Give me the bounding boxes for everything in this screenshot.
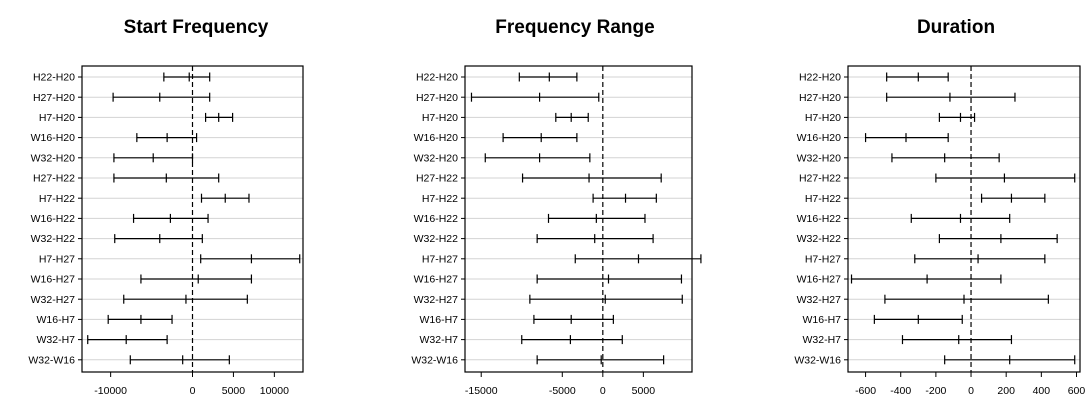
y-tick-label: H22-H20 <box>416 72 458 84</box>
y-tick-label: H27-H20 <box>799 92 841 104</box>
x-tick-label: -400 <box>890 385 911 397</box>
y-tick-label: H7-H22 <box>805 193 841 205</box>
y-tick-label: H7-H22 <box>39 193 75 205</box>
y-tick-label: W16-H20 <box>31 132 76 144</box>
y-tick-label: W16-H7 <box>36 314 75 326</box>
y-tick-label: W32-H27 <box>414 294 459 306</box>
x-tick-label: 0 <box>600 385 606 397</box>
y-tick-label: H27-H20 <box>33 92 75 104</box>
plot-frame <box>81 65 304 373</box>
y-tick-label: H7-H27 <box>805 253 841 265</box>
y-tick-label: H7-H27 <box>422 253 458 265</box>
y-tick-label: W16-H22 <box>797 213 842 225</box>
y-tick-label: W32-H7 <box>419 334 458 346</box>
y-tick-label: W32-H7 <box>36 334 75 346</box>
x-tick-label: 10000 <box>260 385 289 397</box>
y-tick-label: H27-H20 <box>416 92 458 104</box>
y-tick-label: W32-H22 <box>414 233 459 245</box>
plot-frame <box>847 65 1081 373</box>
y-tick-label: W32-H20 <box>797 152 842 164</box>
chart-panel-3: Duration H22-H20 H27-H20 H7-H20 W16-H20 W32-H… <box>794 17 1085 397</box>
y-tick-label: W16-H20 <box>797 132 842 144</box>
y-tick-label: W16-H27 <box>31 274 76 286</box>
y-tick-label: W16-H7 <box>802 314 841 326</box>
panel-title: Duration <box>917 17 995 38</box>
y-tick-label: W32-H27 <box>797 294 842 306</box>
plot-frame <box>464 65 693 373</box>
x-tick-label: 400 <box>1033 385 1051 397</box>
x-tick-label: 0 <box>190 385 196 397</box>
y-tick-label: H7-H22 <box>422 193 458 205</box>
y-tick-label: H7-H20 <box>805 112 841 124</box>
y-tick-label: W32-H22 <box>31 233 76 245</box>
y-tick-label: H27-H22 <box>416 173 458 185</box>
y-tick-label: H22-H20 <box>799 72 841 84</box>
x-tick-label: -600 <box>855 385 876 397</box>
y-tick-label: H7-H20 <box>39 112 75 124</box>
y-tick-label: H27-H22 <box>799 173 841 185</box>
y-tick-label: W32-H27 <box>31 294 76 306</box>
chart-panel-2: Frequency Range H22-H20 H27-H20 H7-H20 W16-H… <box>411 17 702 397</box>
y-tick-label: W16-H27 <box>797 274 842 286</box>
y-tick-label: W16-H20 <box>414 132 459 144</box>
x-tick-label: -5000 <box>549 385 576 397</box>
x-tick-label: -15000 <box>465 385 498 397</box>
y-tick-label: W32-H20 <box>414 152 459 164</box>
y-tick-label: W32-W16 <box>794 354 841 366</box>
y-tick-label: W32-W16 <box>411 354 458 366</box>
x-tick-label: 600 <box>1068 385 1086 397</box>
x-tick-label: 200 <box>997 385 1015 397</box>
y-tick-label: W32-H7 <box>802 334 841 346</box>
y-tick-label: H7-H20 <box>422 112 458 124</box>
panel-title: Frequency Range <box>495 17 654 38</box>
panel-title: Start Frequency <box>124 17 269 38</box>
y-tick-label: W16-H22 <box>31 213 76 225</box>
x-tick-label: 5000 <box>222 385 246 397</box>
y-tick-label: W32-H22 <box>797 233 842 245</box>
y-tick-label: H7-H27 <box>39 253 75 265</box>
y-tick-label: W32-W16 <box>28 354 75 366</box>
x-tick-label: -200 <box>925 385 946 397</box>
y-tick-label: H22-H20 <box>33 72 75 84</box>
y-tick-label: W16-H7 <box>419 314 458 326</box>
x-tick-label: 5000 <box>632 385 656 397</box>
y-tick-label: W16-H22 <box>414 213 459 225</box>
y-tick-label: W16-H27 <box>414 274 459 286</box>
x-tick-label: -10000 <box>94 385 127 397</box>
y-tick-label: W32-H20 <box>31 152 76 164</box>
chart-panel-1: Start Frequency H22-H20 H27-H20 H7-H20 W16-H… <box>28 17 304 397</box>
y-tick-label: H27-H22 <box>33 173 75 185</box>
x-tick-label: 0 <box>968 385 974 397</box>
